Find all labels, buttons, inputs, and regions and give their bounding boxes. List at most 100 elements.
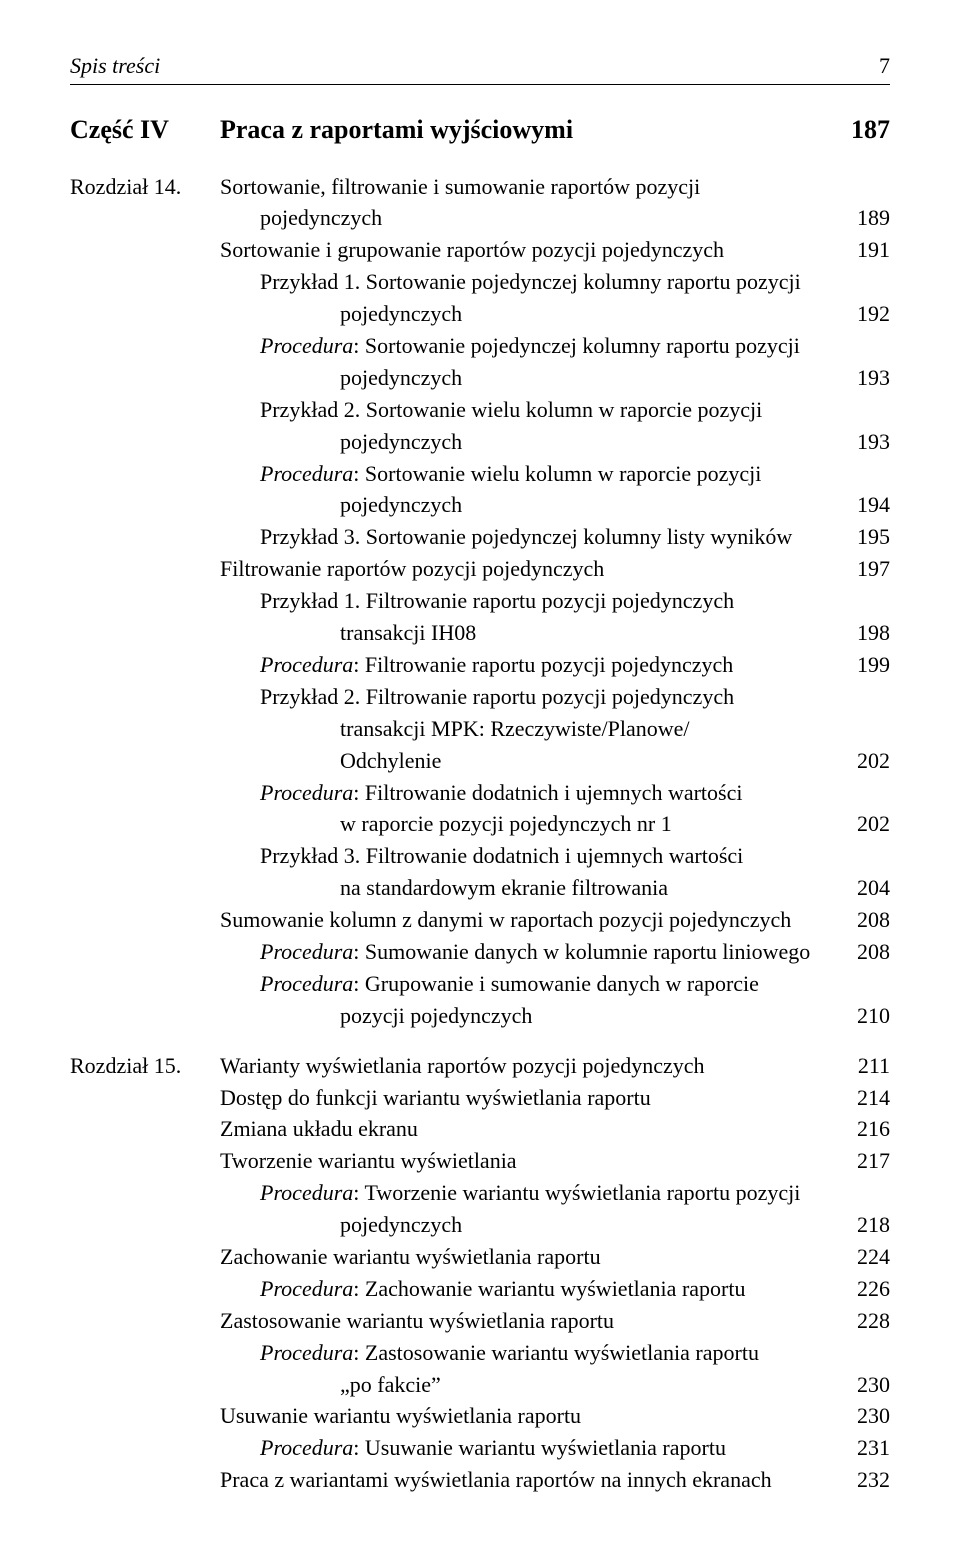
- toc-entry-text: Procedura: Sortowanie pojedynczej kolumn…: [260, 330, 890, 362]
- toc-entry-text: Procedura: Sumowanie danych w kolumnie r…: [260, 936, 830, 968]
- toc-entry-text: Procedura: Tworzenie wariantu wyświetlan…: [260, 1177, 890, 1209]
- toc-entry: Zastosowanie wariantu wyświetlania rapor…: [220, 1305, 890, 1337]
- toc-entry-page: 193: [830, 426, 890, 458]
- chapter-14-body: Sortowanie, filtrowanie i sumowanie rapo…: [220, 171, 890, 1032]
- toc-entry: Zachowanie wariantu wyświetlania raportu…: [220, 1241, 890, 1273]
- part-title: Praca z raportami wyjściowymi: [220, 111, 851, 149]
- toc-entry: na standardowym ekranie filtrowania204: [220, 872, 890, 904]
- toc-entry-page: 202: [830, 808, 890, 840]
- chapter-15-heading: Rozdział 15. Warianty wyświetlania rapor…: [70, 1050, 890, 1496]
- toc-entry-text: Przykład 3. Sortowanie pojedynczej kolum…: [260, 521, 830, 553]
- toc-entry-page: 230: [830, 1400, 890, 1432]
- toc-entry: Przykład 1. Filtrowanie raportu pozycji …: [220, 585, 890, 617]
- toc-entry-page: 192: [830, 298, 890, 330]
- toc-entry: pojedynczych218: [220, 1209, 890, 1241]
- chapter-page: 189: [830, 202, 890, 234]
- toc-entry-text: Przykład 1. Filtrowanie raportu pozycji …: [260, 585, 890, 617]
- toc-entry-text: pozycji pojedynczych: [340, 1000, 830, 1032]
- toc-entry-page: 231: [830, 1432, 890, 1464]
- toc-entry-page: 198: [830, 617, 890, 649]
- toc-entry: pojedynczych193: [220, 362, 890, 394]
- toc-entry-text: Praca z wariantami wyświetlania raportów…: [220, 1464, 830, 1496]
- toc-entry-text: Przykład 3. Filtrowanie dodatnich i ujem…: [260, 840, 890, 872]
- toc-entry: Praca z wariantami wyświetlania raportów…: [220, 1464, 890, 1496]
- toc-entry: transakcji MPK: Rzeczywiste/Planowe/: [220, 713, 890, 745]
- chapter-14: Rozdział 14. Sortowanie, filtrowanie i s…: [70, 171, 890, 1032]
- toc-entry-page: 210: [830, 1000, 890, 1032]
- toc-entry-text: Zastosowanie wariantu wyświetlania rapor…: [220, 1305, 830, 1337]
- chapter-title-line1: Warianty wyświetlania raportów pozycji p…: [220, 1050, 890, 1082]
- toc-entry-text: Procedura: Usuwanie wariantu wyświetlani…: [260, 1432, 830, 1464]
- toc-entry-text: transakcji MPK: Rzeczywiste/Planowe/: [340, 713, 890, 745]
- toc-entry-text: Filtrowanie raportów pozycji pojedynczyc…: [220, 553, 830, 585]
- toc-entry-text: pojedynczych: [340, 489, 830, 521]
- toc-entry: pojedynczych193: [220, 426, 890, 458]
- toc-entry-text: Sumowanie kolumn z danymi w raportach po…: [220, 904, 830, 936]
- toc-entry: Procedura: Sortowanie pojedynczej kolumn…: [220, 330, 890, 362]
- toc-entry-page: 226: [830, 1273, 890, 1305]
- chapter-15: Rozdział 15. Warianty wyświetlania rapor…: [70, 1050, 890, 1496]
- toc-entry-text: w raporcie pozycji pojedynczych nr 1: [340, 808, 830, 840]
- toc-entry: Sumowanie kolumn z danymi w raportach po…: [220, 904, 890, 936]
- toc-entry-text: na standardowym ekranie filtrowania: [340, 872, 830, 904]
- chapter-14-entries: Sortowanie i grupowanie raportów pozycji…: [220, 234, 890, 1031]
- chapter-14-heading: Rozdział 14. Sortowanie, filtrowanie i s…: [70, 171, 890, 1032]
- toc-entry-page: 232: [830, 1464, 890, 1496]
- toc-entry-text: Przykład 1. Sortowanie pojedynczej kolum…: [260, 266, 890, 298]
- toc-entry: Dostęp do funkcji wariantu wyświetlania …: [220, 1082, 890, 1114]
- toc-entry-text: Przykład 2. Sortowanie wielu kolumn w ra…: [260, 394, 890, 426]
- toc-entry: Procedura: Sortowanie wielu kolumn w rap…: [220, 458, 890, 490]
- toc-entry-text: Procedura: Filtrowanie raportu pozycji p…: [260, 649, 830, 681]
- toc-entry-text: transakcji IH08: [340, 617, 830, 649]
- toc-entry-text: Procedura: Zastosowanie wariantu wyświet…: [260, 1337, 890, 1369]
- toc-entry-text: pojedynczych: [340, 1209, 830, 1241]
- part-page: 187: [851, 111, 890, 149]
- toc-entry-page: 208: [830, 904, 890, 936]
- chapter-title-text: Sortowanie, filtrowanie i sumowanie rapo…: [220, 171, 890, 203]
- chapter-15-entries: Dostęp do funkcji wariantu wyświetlania …: [220, 1082, 890, 1497]
- toc-entry-text: Zachowanie wariantu wyświetlania raportu: [220, 1241, 830, 1273]
- toc-entry: Filtrowanie raportów pozycji pojedynczyc…: [220, 553, 890, 585]
- header-page: 7: [879, 50, 890, 82]
- toc-entry: Przykład 2. Filtrowanie raportu pozycji …: [220, 681, 890, 713]
- toc-entry-page: 216: [830, 1113, 890, 1145]
- toc-entry: Procedura: Zachowanie wariantu wyświetla…: [220, 1273, 890, 1305]
- toc-entry: Zmiana układu ekranu216: [220, 1113, 890, 1145]
- chapter-15-body: Warianty wyświetlania raportów pozycji p…: [220, 1050, 890, 1496]
- toc-entry-page: 199: [830, 649, 890, 681]
- toc-entry-text: pojedynczych: [340, 362, 830, 394]
- toc-entry: Odchylenie202: [220, 745, 890, 777]
- toc-entry-text: Procedura: Zachowanie wariantu wyświetla…: [260, 1273, 830, 1305]
- toc-entry: Usuwanie wariantu wyświetlania raportu23…: [220, 1400, 890, 1432]
- toc-entry: Procedura: Zastosowanie wariantu wyświet…: [220, 1337, 890, 1369]
- toc-entry: Procedura: Tworzenie wariantu wyświetlan…: [220, 1177, 890, 1209]
- toc-entry-text: Odchylenie: [340, 745, 830, 777]
- toc-entry: Przykład 1. Sortowanie pojedynczej kolum…: [220, 266, 890, 298]
- chapter-title-line1: Sortowanie, filtrowanie i sumowanie rapo…: [220, 171, 890, 203]
- toc-entry-text: Dostęp do funkcji wariantu wyświetlania …: [220, 1082, 830, 1114]
- chapter-title-line2: pojedynczych 189: [220, 202, 890, 234]
- toc-entry: w raporcie pozycji pojedynczych nr 1202: [220, 808, 890, 840]
- toc-entry: Tworzenie wariantu wyświetlania217: [220, 1145, 890, 1177]
- toc-entry-text: Przykład 2. Filtrowanie raportu pozycji …: [260, 681, 890, 713]
- toc-entry-page: 194: [830, 489, 890, 521]
- toc-entry-text: Zmiana układu ekranu: [220, 1113, 830, 1145]
- toc-entry-text: Sortowanie i grupowanie raportów pozycji…: [220, 234, 830, 266]
- toc-entry-page: 202: [830, 745, 890, 777]
- toc-entry: Przykład 3. Filtrowanie dodatnich i ujem…: [220, 840, 890, 872]
- toc-entry-text: Procedura: Sortowanie wielu kolumn w rap…: [260, 458, 890, 490]
- chapter-title-text: pojedynczych: [260, 202, 830, 234]
- toc-entry: pozycji pojedynczych210: [220, 1000, 890, 1032]
- chapter-label: Rozdział 15.: [70, 1050, 220, 1496]
- toc-entry: Procedura: Filtrowanie raportu pozycji p…: [220, 649, 890, 681]
- toc-entry-page: 218: [830, 1209, 890, 1241]
- toc-entry-page: 224: [830, 1241, 890, 1273]
- toc-entry: transakcji IH08198: [220, 617, 890, 649]
- chapter-title-text: Warianty wyświetlania raportów pozycji p…: [220, 1050, 830, 1082]
- toc-entry-page: 208: [830, 936, 890, 968]
- toc-entry: Sortowanie i grupowanie raportów pozycji…: [220, 234, 890, 266]
- toc-entry-text: Procedura: Filtrowanie dodatnich i ujemn…: [260, 777, 890, 809]
- toc-entry: pojedynczych192: [220, 298, 890, 330]
- part-label: Część IV: [70, 111, 220, 149]
- toc-entry: Procedura: Filtrowanie dodatnich i ujemn…: [220, 777, 890, 809]
